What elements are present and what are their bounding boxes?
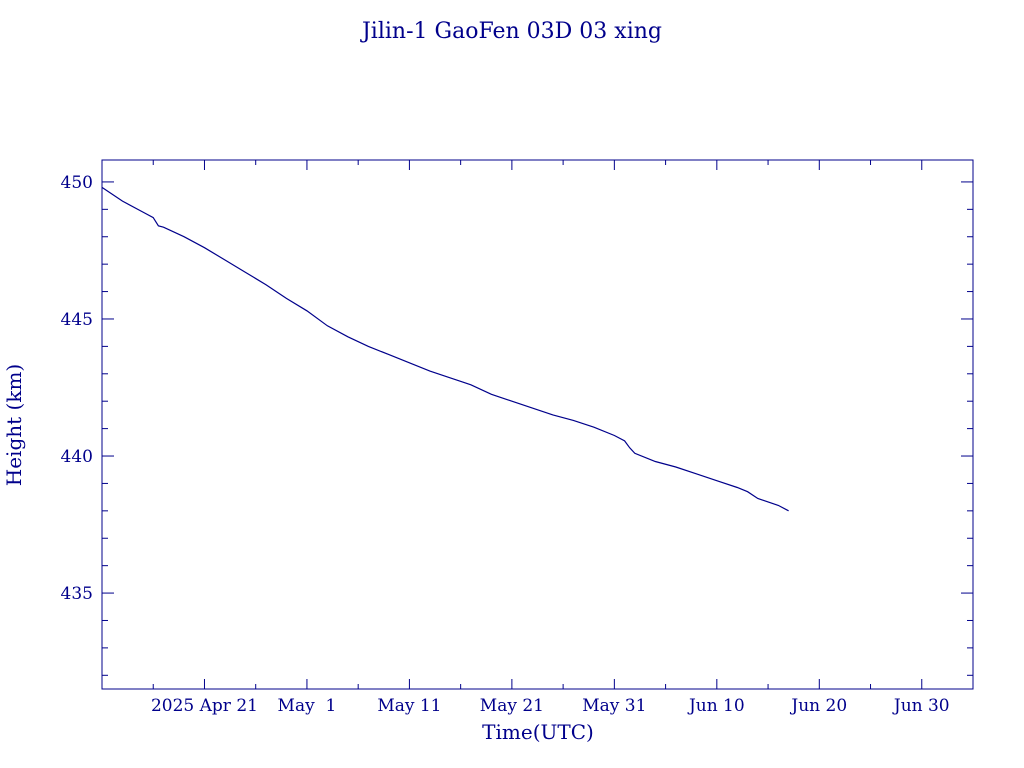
x-tick-label: May 31 [582,696,646,716]
y-tick-label: 435 [61,584,93,604]
y-tick-label: 440 [61,447,93,467]
plot-frame [101,159,974,690]
y-tick-label: 445 [61,310,93,330]
x-tick-label: May 21 [480,696,544,716]
y-tick-label: 450 [61,173,93,193]
chart-title: Jilin-1 GaoFen 03D 03 xing [360,19,662,44]
axis-ticks [102,160,974,689]
x-tick-label: May 1 [278,696,337,716]
series-group [101,186,789,512]
height-series-line [101,186,789,512]
x-tick-label: May 11 [377,696,441,716]
tick-labels: 2025 Apr 21 May 1 May 11 May 21 May 31 Jun 10… [61,173,950,716]
x-tick-label: Jun 10 [687,696,745,716]
x-tick-label: Jun 30 [892,696,950,716]
y-axis-label: Height (km) [2,364,26,486]
x-tick-label: 2025 Apr 21 [151,696,258,716]
x-axis-label: Time(UTC) [482,720,594,744]
x-tick-label: Jun 20 [789,696,847,716]
